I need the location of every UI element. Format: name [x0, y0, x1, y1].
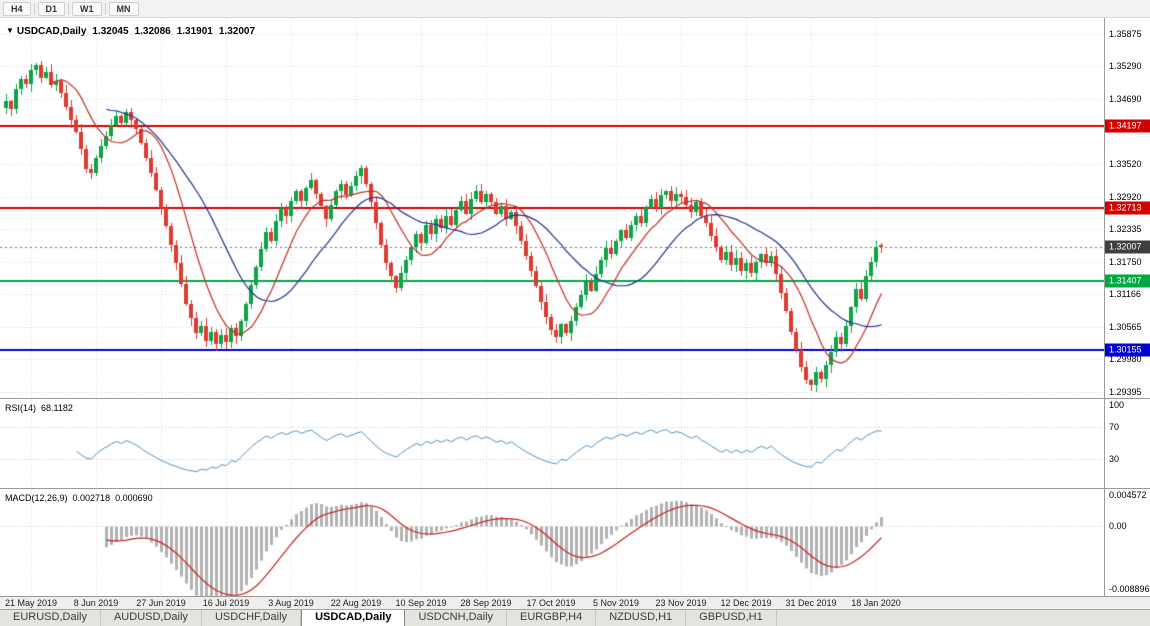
price-axis-label: 1.35290 — [1109, 61, 1142, 72]
date-axis-label: 16 Jul 2019 — [202, 598, 250, 608]
rsi-axis-label: 70 — [1109, 422, 1120, 432]
price-chart-canvas[interactable] — [0, 18, 1104, 398]
macd-signal-value: 0.000690 — [115, 493, 153, 503]
price-axis-label: 1.34690 — [1109, 94, 1142, 105]
price-pane: ▼ USDCAD,Daily 1.32045 1.32086 1.31901 1.3200… — [0, 18, 1104, 398]
price-level-badge: 1.32713 — [1105, 201, 1150, 215]
macd-chart-canvas[interactable] — [0, 489, 1104, 596]
timeframe-button-mn[interactable]: MN — [108, 1, 139, 16]
price-axis-label: 1.32920 — [1109, 191, 1142, 202]
symbol-tab-eurusd-daily[interactable]: EURUSD,Daily — [0, 610, 101, 626]
ohlc-low: 1.31901 — [176, 26, 213, 37]
rsi-label: RSI(14) — [5, 403, 37, 413]
symbol-tab-usdcad-daily[interactable]: USDCAD,Daily — [301, 610, 406, 626]
timeframe-button-w1[interactable]: W1 — [72, 1, 102, 16]
date-axis-label: 31 Dec 2019 — [785, 598, 837, 608]
pane-divider[interactable] — [0, 488, 1150, 489]
toolbar-divider — [104, 2, 106, 15]
date-axis-label: 28 Sep 2019 — [460, 598, 512, 608]
ohlc-high: 1.32086 — [134, 26, 171, 37]
rsi-axis-label: 100 — [1109, 400, 1125, 410]
symbol-tab-audusd-daily[interactable]: AUDUSD,Daily — [101, 610, 202, 626]
timeframe-button-d1[interactable]: D1 — [37, 1, 66, 16]
timeframe-toolbar: H4 D1 W1 MN — [0, 0, 1150, 18]
price-level-badge: 1.31407 — [1105, 274, 1150, 288]
macd-pane: MACD(12,26,9) 0.002718 0.000690 — [0, 489, 1104, 596]
price-axis-label: 1.35875 — [1109, 28, 1142, 39]
price-axis-label: 1.32335 — [1109, 224, 1142, 235]
symbol-tab-eurgbp-h4[interactable]: EURGBP,H4 — [507, 610, 597, 626]
current-price-badge: 1.32007 — [1105, 240, 1150, 254]
macd-label: MACD(12,26,9) — [5, 493, 68, 503]
price-axis-label: 1.29980 — [1109, 354, 1142, 365]
price-level-badge: 1.30155 — [1105, 343, 1150, 357]
date-axis-label: 22 Aug 2019 — [330, 598, 382, 608]
price-axis-label: 1.30565 — [1109, 322, 1142, 333]
macd-axis-label: 0.00 — [1109, 521, 1127, 532]
price-level-badge: 1.34197 — [1105, 119, 1150, 133]
price-axis-label: 1.31750 — [1109, 256, 1142, 267]
macd-main-value: 0.002718 — [72, 493, 111, 503]
price-axis-label: 1.31166 — [1109, 288, 1141, 299]
ohlc-close: 1.32007 — [218, 26, 256, 37]
date-axis-label: 3 Aug 2019 — [268, 598, 314, 608]
price-scale[interactable]: 1.35875 1.35290 1.34690 1.33520 1.32920 1.323… — [1104, 18, 1150, 596]
chart-title: ▼ USDCAD,Daily 1.32045 1.32086 1.31901 1.3200… — [6, 26, 255, 37]
macd-axis-label: -0.008896 — [1109, 584, 1150, 594]
date-axis-label: 23 Nov 2019 — [655, 598, 707, 608]
date-axis-label: 21 May 2019 — [4, 598, 58, 608]
chart-symbol-label: USDCAD,Daily — [16, 26, 87, 37]
pane-divider[interactable] — [0, 398, 1150, 399]
rsi-title: RSI(14) 68.1182 — [5, 403, 73, 413]
price-axis-label: 1.29395 — [1109, 386, 1142, 397]
macd-title: MACD(12,26,9) 0.002718 0.000690 — [5, 493, 153, 503]
macd-axis-label: 0.004572 — [1109, 490, 1147, 500]
toolbar-divider — [68, 2, 70, 15]
date-axis-label: 8 Jun 2019 — [73, 598, 119, 608]
time-scale[interactable]: 21 May 2019 8 Jun 2019 27 Jun 2019 16 Jul 2… — [0, 596, 1150, 609]
symbol-tabbar: EURUSD,Daily AUDUSD,Daily USDCHF,Daily USDC… — [0, 609, 1150, 626]
symbol-tab-usdchf-daily[interactable]: USDCHF,Daily — [202, 610, 302, 626]
date-axis-label: 12 Dec 2019 — [720, 598, 772, 608]
price-axis-label: 1.33520 — [1109, 158, 1142, 169]
date-axis-label: 5 Nov 2019 — [592, 598, 640, 608]
rsi-axis-label: 30 — [1109, 454, 1120, 464]
date-axis-label: 17 Oct 2019 — [526, 598, 576, 608]
timeframe-button-h4[interactable]: H4 — [3, 1, 31, 16]
rsi-chart-canvas[interactable] — [0, 399, 1104, 488]
ohlc-open: 1.32045 — [92, 26, 129, 37]
toolbar-divider — [33, 2, 35, 15]
date-axis-label: 10 Sep 2019 — [395, 598, 447, 608]
symbol-tab-nzdusd-h1[interactable]: NZDUSD,H1 — [596, 610, 687, 626]
chart-dropdown-icon: ▼ — [6, 26, 14, 35]
symbol-tab-usdcnh-daily[interactable]: USDCNH,Daily — [405, 610, 508, 626]
rsi-value: 68.1182 — [41, 403, 73, 413]
rsi-pane: RSI(14) 68.1182 — [0, 399, 1104, 488]
symbol-tab-gbpusd-h1[interactable]: GBPUSD,H1 — [686, 610, 777, 626]
date-axis-label: 27 Jun 2019 — [136, 598, 186, 608]
date-axis-label: 18 Jan 2020 — [851, 598, 901, 608]
